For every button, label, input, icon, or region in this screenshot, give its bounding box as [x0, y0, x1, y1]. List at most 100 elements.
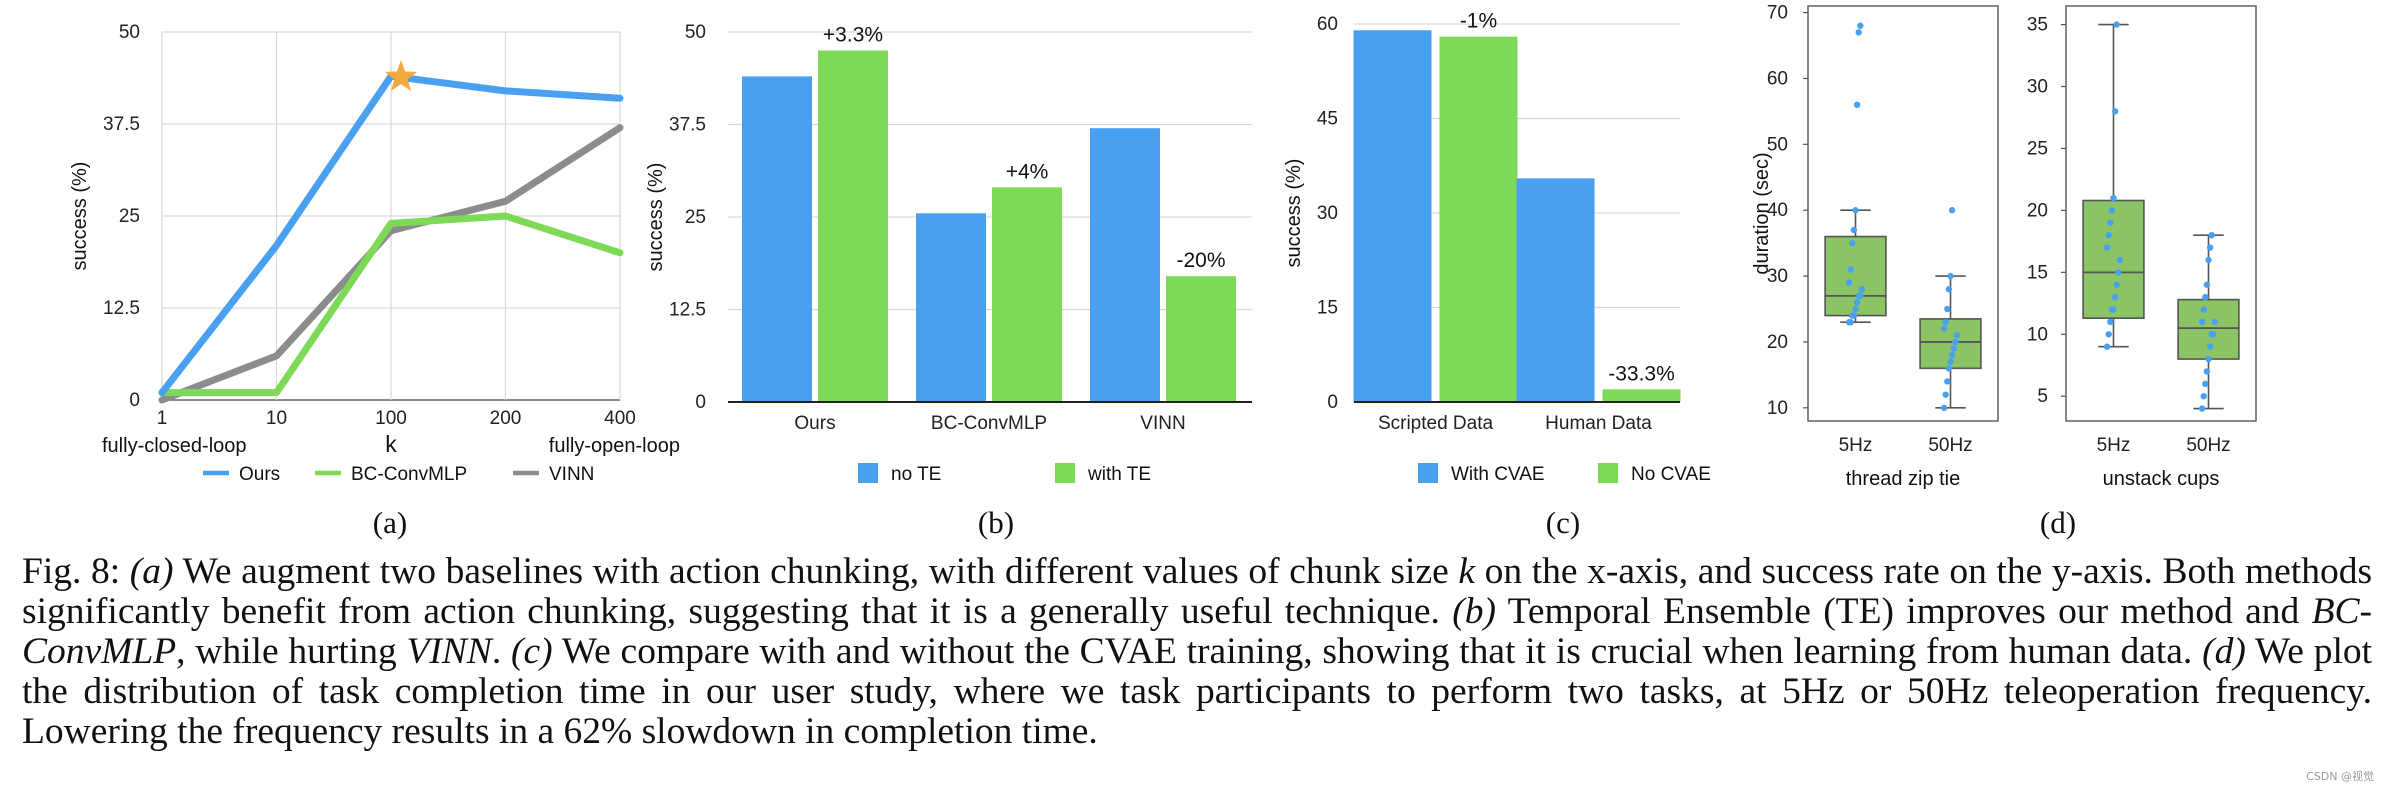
chart-a-x-end-label-right: fully-open-loop	[549, 435, 680, 457]
chart-c-bar-with-cvae-scripted-data	[1353, 30, 1432, 403]
chart-d2-x-axis-label: unstack cups	[2103, 468, 2220, 490]
chart-d1-data-point	[1857, 22, 1864, 29]
chart-d2-category-label: 50Hz	[2186, 435, 2230, 456]
chart-b-bar-annotation: +4%	[1006, 160, 1049, 183]
chart-d1-data-point	[1853, 299, 1861, 306]
chart-b-bar-no-te-ours	[742, 76, 812, 403]
chart-a-y-tick-label: 25	[119, 206, 140, 227]
chart-d2-data-point	[2103, 343, 2111, 350]
chart-b-legend-label: with TE	[1087, 464, 1151, 485]
chart-d1-data-point	[1947, 358, 1954, 365]
chart-b-legend-label: no TE	[891, 464, 941, 485]
chart-b-y-tick-label: 37.5	[669, 115, 706, 136]
chart-d1-data-point	[1940, 325, 1948, 332]
chart-c-bar-with-cvae-human-data	[1516, 178, 1595, 402]
chart-d1-data-point	[1942, 318, 1949, 326]
chart-d2-data-point	[2115, 269, 2122, 276]
chart-c-y-tick-label: 45	[1317, 109, 1338, 130]
caption-b-text: Temporal Ensemble (TE) improves our meth…	[1507, 591, 2300, 632]
chart-d2-data-point	[2113, 21, 2120, 28]
caption-d-label: (d)	[2202, 631, 2246, 672]
chart-d2-data-point	[2108, 207, 2116, 214]
chart-d1-category-label: 5Hz	[1839, 435, 1873, 456]
chart-d1-data-point	[1845, 279, 1853, 286]
chart-a-star-marker	[384, 60, 418, 91]
chart-d1-data-point	[1947, 272, 1954, 280]
chart-c-y-axis-label: success (%)	[1283, 159, 1305, 268]
chart-d2-data-point	[2105, 331, 2112, 338]
chart-d2-data-point	[2103, 244, 2111, 251]
chart-d2-y-tick-label: 20	[2027, 200, 2048, 221]
chart-b-bar-no-te-bc-convmlp	[916, 213, 986, 402]
chart-a-x-tick-label: 400	[604, 408, 636, 429]
chart-d1-y-tick-label: 10	[1767, 398, 1788, 419]
chart-d1-data-point	[1953, 332, 1961, 339]
chart-d2-data-point	[2210, 331, 2217, 338]
chart-c-legend-label: No CVAE	[1631, 464, 1711, 485]
chart-a-line-success-vs-k: 0 12.5 25 37.5 50 success (%) 1 10 100 200 400 full…	[69, 22, 680, 540]
chart-d1-data-point	[1948, 207, 1956, 214]
caption-b-emph-vinn: VINN	[406, 631, 492, 672]
caption-k-variable: k	[1458, 551, 1476, 592]
chart-d2-data-point	[2208, 231, 2215, 239]
chart-d1-y-axis-label: duration (sec)	[1751, 152, 1773, 274]
chart-d2-data-point	[2116, 256, 2124, 264]
chart-c-category-label: Human Data	[1545, 413, 1652, 434]
chart-d2-data-point	[2203, 368, 2211, 375]
chart-d2-data-point	[2205, 355, 2212, 363]
chart-b-bar-with-te-vinn	[1166, 276, 1236, 402]
chart-c-bar-no-cvae-scripted-data	[1439, 36, 1518, 402]
chart-d2-data-point	[2198, 405, 2206, 412]
chart-b-bar-with-te-bc-convmlp	[992, 187, 1062, 402]
chart-d2-data-point	[2110, 194, 2117, 202]
chart-b-category-label: BC-ConvMLP	[931, 413, 1047, 434]
chart-a-series-line-bc-convmlp	[158, 212, 624, 397]
caption-b-text-2: , while hurting	[176, 631, 397, 672]
chart-d1-y-tick-label: 70	[1767, 3, 1788, 24]
chart-d2-y-tick-label: 30	[2027, 77, 2048, 98]
chart-d2-category-label: 5Hz	[2097, 435, 2131, 456]
caption-a-text: We augment two baselines with action chu…	[182, 551, 1449, 592]
chart-b-bar-annotation: +3.3%	[823, 24, 883, 47]
chart-d1-data-point	[1952, 338, 1959, 346]
chart-d2-data-point	[2113, 281, 2120, 288]
chart-d1-data-point	[1850, 226, 1858, 234]
chart-d2-data-point	[2110, 306, 2117, 313]
chart-d-box-unstack-cups: 5 10 15 20 25 30 35 5Hz 50Hz unstack cups	[2027, 5, 2257, 490]
chart-a-y-axis-label: success (%)	[69, 162, 91, 271]
chart-d1-data-point	[1853, 101, 1861, 109]
chart-d2-y-tick-label: 25	[2027, 138, 2048, 159]
chart-a-legend-label: BC-ConvMLP	[351, 464, 467, 485]
caption-a-text-2: on the x-axis, and success rate on the y…	[22, 551, 2373, 632]
chart-a-panel-label: (a)	[373, 505, 407, 540]
chart-b-bar-with-te-ours	[818, 50, 888, 402]
chart-a-x-tick-label: 200	[490, 408, 522, 429]
chart-c-y-tick-label: 30	[1317, 203, 1338, 224]
chart-d1-data-point	[1945, 365, 1953, 372]
chart-a-x-axis-label: k	[385, 431, 397, 457]
chart-b-legend-swatch	[1055, 463, 1075, 483]
chart-d2-data-point	[2205, 256, 2212, 264]
chart-a-x-end-label-left: fully-closed-loop	[102, 435, 247, 457]
chart-d2-data-point	[2105, 231, 2112, 239]
chart-b-y-tick-label: 0	[695, 392, 706, 413]
chart-d1-data-point	[1849, 239, 1856, 247]
chart-a-x-tick-label: 1	[157, 408, 168, 429]
chart-a-x-tick-label: 100	[375, 408, 407, 429]
chart-d1-category-label: 50Hz	[1928, 435, 1972, 456]
chart-a-legend-label: VINN	[549, 464, 594, 485]
chart-b-category-label: Ours	[794, 413, 835, 434]
chart-a-x-tick-label: 10	[266, 408, 287, 429]
chart-d2-data-point	[2198, 318, 2206, 326]
chart-d2-data-point	[2111, 293, 2119, 301]
chart-c-legend-swatch	[1418, 463, 1438, 483]
caption-c-text: We compare with and without the CVAE tra…	[561, 631, 2193, 672]
caption-b-text-3: .	[491, 631, 502, 672]
chart-d2-y-tick-label: 10	[2027, 324, 2048, 345]
chart-d1-frame	[1807, 5, 1999, 422]
chart-d1-data-point	[1852, 305, 1859, 313]
chart-d1-y-tick-label: 30	[1767, 266, 1788, 287]
chart-b-bar-annotation: -20%	[1176, 249, 1225, 272]
chart-b-panel-label: (b)	[978, 505, 1014, 540]
